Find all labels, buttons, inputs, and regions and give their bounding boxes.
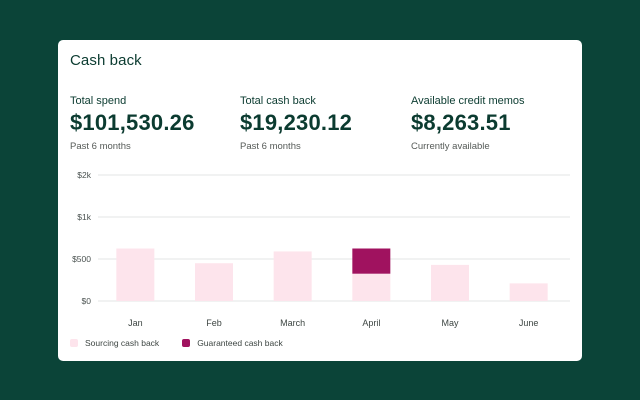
metric-value: $101,530.26 <box>70 110 195 135</box>
x-tick-label: Feb <box>206 318 222 328</box>
metric-label: Total spend <box>70 95 127 107</box>
y-tick-label: $500 <box>72 254 91 264</box>
bar-guaranteed-cash-back <box>352 248 391 274</box>
x-tick-label: April <box>362 318 380 328</box>
bar-sourcing-cash-back <box>195 263 233 301</box>
cash-back-bar-chart: $0 $500 $1k $2k Jan Feb March April May June <box>72 170 570 328</box>
metric-total-cash-back: Total cash back $19,230.12 Past 6 months <box>240 95 352 152</box>
y-tick-label: $1k <box>77 212 91 222</box>
y-tick-label: $2k <box>77 170 91 180</box>
chart-legend: Sourcing cash back Guaranteed cash back <box>70 338 306 348</box>
x-tick-label: June <box>519 318 539 328</box>
legend-swatch-guaranteed <box>182 339 191 347</box>
metric-subtext: Past 6 months <box>240 141 301 152</box>
metric-subtext: Currently available <box>411 141 490 152</box>
bar-sourcing-cash-back <box>273 251 312 301</box>
legend-label: Guaranteed cash back <box>197 338 283 348</box>
bar-sourcing-cash-back <box>116 248 155 301</box>
metric-label: Total cash back <box>240 95 316 107</box>
x-tick-label: May <box>441 318 459 328</box>
bar-sourcing-cash-back <box>509 283 548 301</box>
bar-sourcing-cash-back <box>431 264 469 301</box>
metric-available-credit-memos: Available credit memos $8,263.51 Current… <box>411 95 525 152</box>
legend-swatch-sourcing <box>70 339 78 347</box>
x-tick-label: Jan <box>128 318 143 328</box>
legend-item-guaranteed[interactable]: Guaranteed cash back <box>182 338 283 348</box>
legend-label: Sourcing cash back <box>85 338 160 348</box>
card-title: Cash back <box>70 52 142 69</box>
x-tick-label: March <box>280 318 305 328</box>
cash-back-card: Cash back Total spend $101,530.26 Past 6… <box>58 40 582 361</box>
metric-subtext: Past 6 months <box>70 141 131 152</box>
metric-label: Available credit memos <box>411 95 525 107</box>
metric-value: $19,230.12 <box>240 110 353 135</box>
metric-value: $8,263.51 <box>411 110 511 135</box>
legend-item-sourcing[interactable]: Sourcing cash back <box>70 338 159 348</box>
bar-sourcing-cash-back <box>352 273 391 301</box>
metric-total-spend: Total spend $101,530.26 Past 6 months <box>70 95 195 152</box>
y-tick-label: $0 <box>82 296 92 306</box>
